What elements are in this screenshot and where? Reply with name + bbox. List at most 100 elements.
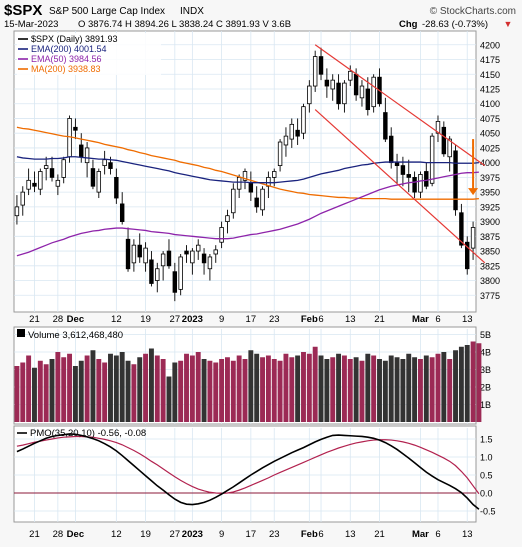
brand-label: © StockCharts.com (430, 6, 516, 17)
volume-bar (207, 360, 213, 422)
ticker-symbol: $SPX (4, 2, 42, 19)
x-tick-label: 27 (170, 529, 181, 540)
legend-label-ema200: EMA(200) 4001.54 (31, 44, 107, 54)
x-tick-label: 21 (29, 529, 40, 540)
candle-down (79, 144, 84, 158)
volume-bar (137, 357, 143, 422)
volume-bar (312, 346, 318, 422)
volume-bar (96, 359, 102, 422)
ma200-line (16, 126, 479, 200)
volume-bar (388, 355, 394, 422)
candle-up (447, 138, 452, 158)
candle-up (26, 179, 31, 190)
candle-up (418, 174, 423, 193)
volume-bar (453, 350, 458, 422)
candle-up (160, 253, 166, 267)
candle-up (435, 121, 441, 134)
header-date: 15-Mar-2023 (4, 19, 58, 30)
x-tick-label: 19 (140, 314, 151, 325)
volume-bar (113, 355, 119, 422)
volume-bar (78, 360, 84, 422)
y-tick-label: 4100 (480, 99, 500, 109)
legend-label-ma200: MA(200) 3938.83 (31, 64, 101, 74)
y-tick-label: 5B (480, 330, 491, 340)
volume-bar (195, 352, 201, 422)
candle-up (38, 171, 43, 190)
y-tick-label: 3975 (480, 173, 500, 183)
x-tick-label: 27 (170, 314, 181, 325)
candle-down (336, 82, 341, 105)
candle-down (453, 150, 458, 211)
volume-bar (55, 352, 61, 422)
candle-up (260, 188, 265, 211)
volume-bar (119, 352, 125, 422)
ema50-line (16, 171, 479, 257)
candle-down (73, 126, 78, 131)
volume-bar (476, 343, 482, 422)
candle-up (61, 159, 66, 178)
pmo-plot (14, 433, 480, 510)
volume-bar (365, 353, 371, 422)
candle-down (166, 250, 172, 267)
y-tick-label: 4200 (480, 40, 500, 50)
candle-down (324, 79, 330, 87)
arrow-head (468, 188, 479, 196)
candle-down (114, 176, 119, 199)
volume-bar (84, 355, 90, 422)
x-tick-label: 21 (29, 314, 40, 325)
candle-up (102, 159, 107, 167)
x-tick-label: 2023 (182, 529, 203, 540)
x-tick-label: 17 (246, 314, 257, 325)
candle-down (49, 168, 55, 178)
candle-down (388, 135, 394, 164)
volume-bar (160, 359, 166, 422)
candle-up (213, 249, 218, 255)
x-tick-label: 13 (345, 314, 356, 325)
candle-up (190, 250, 195, 264)
volume-bar (318, 355, 324, 422)
x-tick-label: 13 (462, 314, 473, 325)
legend-label-ema50: EMA(50) 3984.56 (31, 54, 102, 64)
volume-bar (382, 360, 388, 422)
candle-down (32, 182, 37, 187)
x-tick-label: Mar (412, 529, 429, 540)
y-tick-label: 3B (480, 365, 491, 375)
candle-up (131, 244, 137, 264)
volume-bar (189, 355, 195, 422)
volume-bar (283, 353, 289, 422)
volume-bar (67, 353, 73, 422)
candle-down (248, 182, 254, 193)
volume-bar (61, 357, 67, 422)
volume-bar (435, 353, 441, 422)
candle-up (330, 79, 335, 90)
volume-bar (417, 359, 423, 422)
volume-bar (20, 362, 26, 422)
pmo-signal-line (16, 435, 480, 495)
candle-down (406, 174, 411, 178)
change-value: -28.63 (-0.73%) (422, 19, 488, 30)
candle-down (119, 203, 125, 222)
pmo-title: PMO(35,20,10) -0.56, -0.08 (30, 428, 146, 439)
index-name: S&P 500 Large Cap Index (49, 6, 165, 17)
candle-up (429, 135, 435, 184)
x-tick-label: 23 (269, 529, 280, 540)
candle-down (400, 165, 406, 175)
volume-bar (353, 357, 359, 422)
y-axis-labels: 3775 3800 3825 3850 3875 3900 3925 3950 3975 4000… (480, 40, 500, 516)
volume-bar (32, 367, 37, 422)
candle-down (254, 197, 259, 208)
x-tick-label: Feb (301, 314, 318, 325)
x-tick-label: 12 (111, 529, 122, 540)
volume-bar (102, 362, 108, 422)
candle-down (412, 176, 417, 193)
x-tick-label: Dec (67, 314, 84, 325)
pmo-panel (13, 425, 477, 523)
y-tick-label: 4125 (480, 84, 500, 94)
x-tick-label: 12 (111, 314, 122, 325)
volume-bar (260, 357, 266, 422)
candle-down (383, 112, 388, 140)
x-tick-label: 28 (53, 529, 64, 540)
candle-down (424, 171, 429, 187)
